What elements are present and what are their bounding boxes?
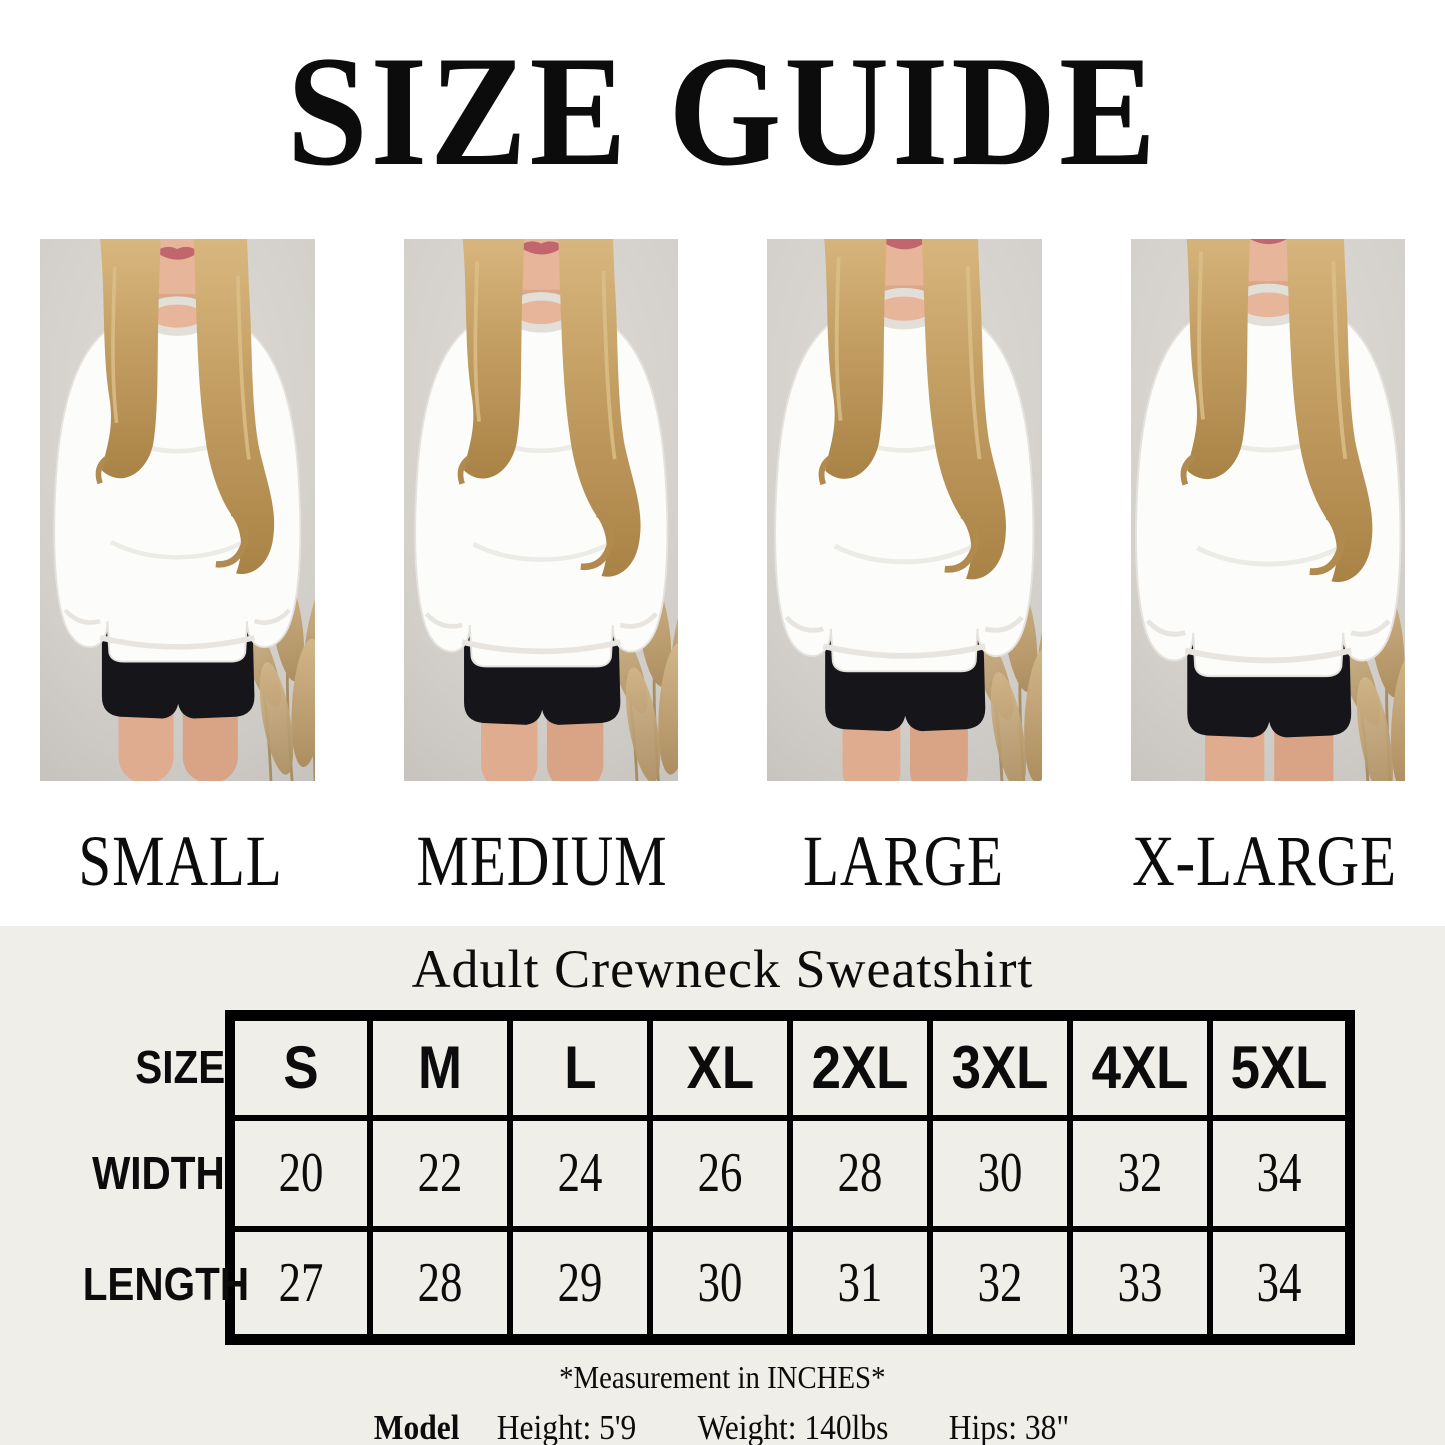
row-label-length: LENGTH	[82, 1258, 250, 1310]
photo-grid	[0, 223, 1445, 797]
model-info: Model Height: 5'9 Weight: 140lbs Hips: 3…	[0, 1408, 1445, 1445]
table-cell: 26	[647, 1114, 793, 1232]
table-cell: 34	[1207, 1114, 1355, 1232]
model-photo-xlarge	[1131, 239, 1406, 781]
table-cell: 28	[367, 1225, 513, 1345]
size-table: SIZE S M L XL 2XL 3XL 4XL 5XL WIDTH 20 2…	[60, 1010, 1355, 1345]
model-info-weight: Weight: 140lbs	[697, 1408, 889, 1445]
photo-label-xlarge: X-LARGE	[1131, 821, 1397, 901]
model-photo-medium	[404, 239, 679, 781]
table-cell: 22	[367, 1114, 513, 1232]
model-photo-large	[767, 239, 1042, 781]
page-header: SIZE GUIDE	[0, 0, 1445, 223]
col-header-4xl: 4XL	[1067, 1010, 1213, 1121]
col-header-xl: XL	[647, 1010, 793, 1121]
model-info-height: Height: 5'9	[497, 1408, 637, 1445]
table-cell: 30	[647, 1225, 793, 1345]
photo-label-row: SMALL MEDIUM LARGE X-LARGE	[0, 797, 1445, 926]
width-row: WIDTH 20 22 24 26 28 30 32 34	[60, 1114, 1355, 1232]
table-cell: 31	[787, 1225, 933, 1345]
photo-xlarge	[1130, 239, 1406, 781]
photo-label-small: SMALL	[78, 821, 283, 901]
table-cell: 24	[507, 1114, 653, 1232]
table-cell: 33	[1067, 1225, 1213, 1345]
model-photo-small	[40, 239, 315, 781]
photo-large	[767, 239, 1042, 781]
row-label-width: WIDTH	[92, 1147, 225, 1199]
measurement-note: *Measurement in INCHES*	[559, 1359, 886, 1395]
table-cell: 32	[1067, 1114, 1213, 1232]
table-cell: 32	[927, 1225, 1073, 1345]
table-cell: 29	[507, 1225, 653, 1345]
table-cell: 28	[787, 1114, 933, 1232]
col-header-s: S	[225, 1010, 373, 1121]
size-panel: Adult Crewneck Sweatshirt SIZE S M L XL …	[0, 926, 1445, 1445]
col-header-2xl: 2XL	[787, 1010, 933, 1121]
col-header-3xl: 3XL	[927, 1010, 1073, 1121]
photo-medium	[403, 239, 679, 781]
model-info-hips: Hips: 38"	[948, 1408, 1070, 1445]
table-cell: 20	[225, 1114, 373, 1232]
size-table-wrap: SIZE S M L XL 2XL 3XL 4XL 5XL WIDTH 20 2…	[60, 1010, 1355, 1345]
table-cell: 27	[225, 1225, 373, 1345]
photo-small	[40, 239, 315, 781]
photo-label-large: LARGE	[802, 821, 1004, 901]
page-title: SIZE GUIDE	[286, 23, 1159, 199]
col-header-m: M	[367, 1010, 513, 1121]
panel-heading: Adult Crewneck Sweatshirt	[411, 939, 1034, 999]
table-cell: 30	[927, 1114, 1073, 1232]
table-cell: 34	[1207, 1225, 1355, 1345]
col-header-5xl: 5XL	[1207, 1010, 1355, 1121]
photo-label-medium: MEDIUM	[416, 821, 668, 901]
col-header-l: L	[507, 1010, 653, 1121]
model-info-label: Model	[374, 1408, 460, 1445]
corner-label: SIZE	[135, 1040, 225, 1093]
length-row: LENGTH 27 28 29 30 31 32 33 34	[60, 1225, 1355, 1345]
table-header-row: SIZE S M L XL 2XL 3XL 4XL 5XL	[60, 1010, 1355, 1121]
